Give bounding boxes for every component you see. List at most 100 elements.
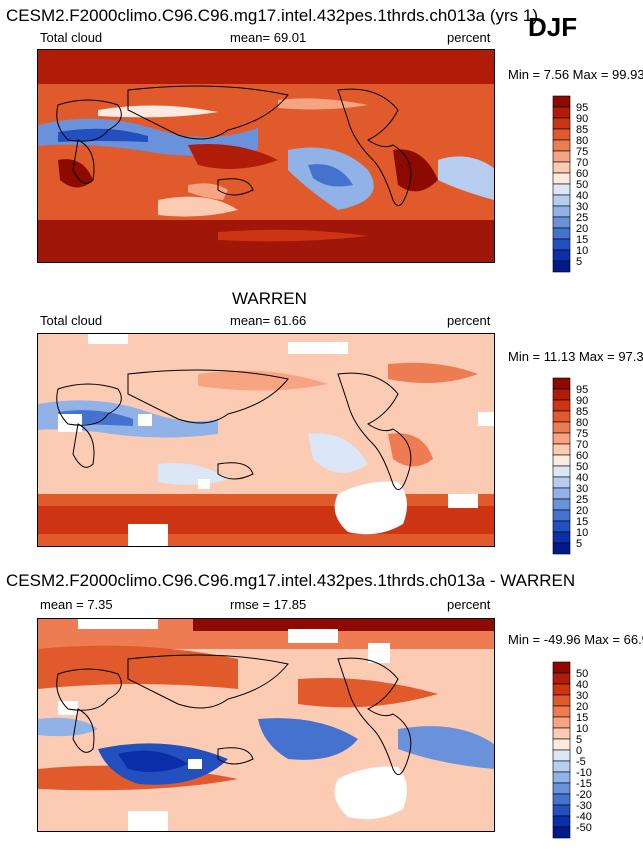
colorbar-tick-label: 95	[576, 102, 588, 114]
colorbar-swatch	[552, 410, 571, 423]
colorbar-swatch	[552, 815, 571, 828]
colorbar-swatch	[552, 804, 571, 817]
colorbar-swatch	[552, 260, 571, 273]
colorbar-swatch	[552, 487, 571, 500]
panel-3-colorbar: 50 40 30 20 15 10 5 0 -5 -10 -15 -20 -30 -40 -50	[552, 661, 613, 839]
colorbar-tick-label: -15	[576, 778, 592, 790]
colorbar-tick-label: 70	[576, 157, 588, 169]
colorbar-tick-label: 10	[576, 723, 588, 735]
colorbar-swatch	[552, 421, 571, 434]
colorbar-swatch	[552, 161, 571, 174]
colorbar-tick-label: 80	[576, 417, 588, 429]
colorbar-tick-label: 0	[576, 745, 582, 757]
colorbar-tick-label: -20	[576, 789, 592, 801]
colorbar-tick-label: 75	[576, 428, 588, 440]
colorbar-swatch	[552, 705, 571, 718]
colorbar-tick-label: -5	[576, 756, 586, 768]
colorbar-swatch	[552, 826, 571, 839]
colorbar-swatch	[552, 498, 571, 511]
colorbar-tick-label: 60	[576, 168, 588, 180]
panel-2-colorbar: 95 90 85 80 75 70 60 50 40 30 25 20 15 10 5	[552, 377, 613, 555]
colorbar-tick-label: 40	[576, 679, 588, 691]
panel-3-mean: mean = 7.35	[40, 597, 113, 612]
colorbar-tick-label: 15	[576, 712, 588, 724]
colorbar-tick-label: 95	[576, 384, 588, 396]
colorbar-swatch	[552, 128, 571, 141]
colorbar-tick-label: 85	[576, 406, 588, 418]
colorbar-swatch	[552, 782, 571, 795]
colorbar-swatch	[552, 749, 571, 762]
colorbar-tick-label: 40	[576, 472, 588, 484]
panel-3-minmax: Min = -49.96 Max = 66.90	[508, 632, 643, 647]
colorbar-swatch	[552, 95, 571, 108]
colorbar-tick-label: 85	[576, 124, 588, 136]
colorbar-swatch	[552, 150, 571, 163]
colorbar-tick-label: 15	[576, 516, 588, 528]
colorbar-tick-label: 25	[576, 494, 588, 506]
panel-1-units: percent	[447, 30, 491, 45]
colorbar-swatch	[552, 377, 571, 390]
panel-2-title: WARREN	[232, 289, 307, 308]
colorbar-tick-label: 75	[576, 146, 588, 158]
panel-3-rmse: rmse = 17.85	[230, 597, 307, 612]
colorbar-swatch	[552, 216, 571, 229]
colorbar-tick-label: 20	[576, 701, 588, 713]
colorbar-swatch	[552, 443, 571, 456]
colorbar-swatch	[552, 509, 571, 522]
panel-1-field	[38, 50, 494, 262]
colorbar-swatch	[552, 683, 571, 696]
colorbar-tick-label: 10	[576, 245, 588, 257]
colorbar-swatch	[552, 432, 571, 445]
colorbar-tick-label: 5	[576, 734, 582, 746]
colorbar-swatch	[552, 454, 571, 467]
panel-1-variable: Total cloud	[40, 30, 103, 45]
colorbar-swatch	[552, 716, 571, 729]
panel-2-mean: mean= 61.66	[230, 313, 307, 328]
colorbar-tick-label: -10	[576, 767, 592, 779]
colorbar-tick-label: 80	[576, 135, 588, 147]
colorbar-swatch	[552, 542, 571, 555]
colorbar-tick-label: 15	[576, 234, 588, 246]
panel-1-colorbar: 95 90 85 80 75 70 60 50 40 30 25 20 15 10 5	[552, 95, 613, 273]
colorbar-swatch	[552, 172, 571, 185]
colorbar-tick-label: 50	[576, 461, 588, 473]
colorbar-swatch	[552, 672, 571, 685]
colorbar-tick-label: 70	[576, 439, 588, 451]
colorbar-swatch	[552, 694, 571, 707]
colorbar-tick-label: 10	[576, 527, 588, 539]
colorbar-tick-label: 30	[576, 690, 588, 702]
colorbar-tick-label: 90	[576, 113, 588, 125]
colorbar-swatch	[552, 194, 571, 207]
colorbar-swatch	[552, 249, 571, 262]
panel-3-map	[37, 618, 495, 832]
panel-1-mean: mean= 69.01	[230, 30, 307, 45]
panel-2-units: percent	[447, 313, 491, 328]
colorbar-tick-label: 5	[576, 256, 582, 268]
colorbar-swatch	[552, 793, 571, 806]
colorbar-swatch	[552, 227, 571, 240]
colorbar-tick-label: 30	[576, 201, 588, 213]
colorbar-swatch	[552, 238, 571, 251]
colorbar-swatch	[552, 727, 571, 740]
colorbar-tick-label: 30	[576, 483, 588, 495]
colorbar-tick-label: 25	[576, 212, 588, 224]
colorbar-swatch	[552, 760, 571, 773]
colorbar-tick-label: 90	[576, 395, 588, 407]
colorbar-tick-label: 20	[576, 223, 588, 235]
colorbar-swatch	[552, 531, 571, 544]
colorbar-swatch	[552, 476, 571, 489]
panel-2-map	[37, 333, 495, 547]
colorbar-tick-label: -40	[576, 811, 592, 823]
colorbar-swatch	[552, 205, 571, 218]
panel-2-variable: Total cloud	[40, 313, 103, 328]
colorbar-swatch	[552, 117, 571, 130]
colorbar-tick-label: -30	[576, 800, 592, 812]
panel-3-title: CESM2.F2000climo.C96.C96.mg17.intel.432p…	[6, 571, 576, 590]
panel-3-field	[38, 619, 494, 831]
colorbar-swatch	[552, 106, 571, 119]
colorbar-tick-label: 50	[576, 179, 588, 191]
colorbar-tick-label: 50	[576, 668, 588, 680]
